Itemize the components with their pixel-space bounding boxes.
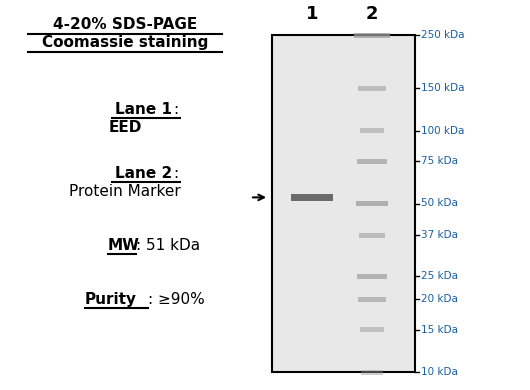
Text: 1: 1 (306, 5, 319, 23)
Text: Protein Marker: Protein Marker (69, 184, 181, 199)
Text: Purity: Purity (85, 292, 137, 307)
Text: :: : (173, 102, 178, 117)
Text: 50 kDa: 50 kDa (421, 199, 458, 209)
Bar (359, 232, 385, 238)
Bar (358, 86, 386, 91)
Text: :: : (173, 166, 178, 181)
Text: 37 kDa: 37 kDa (421, 230, 458, 240)
Bar (357, 273, 387, 278)
Bar (358, 297, 386, 302)
Bar (360, 327, 384, 332)
Text: 20 kDa: 20 kDa (421, 294, 458, 305)
Text: 25 kDa: 25 kDa (421, 271, 458, 281)
Bar (356, 201, 388, 206)
Text: 2: 2 (366, 5, 378, 23)
Bar (361, 369, 383, 374)
Text: 150 kDa: 150 kDa (421, 83, 464, 94)
Bar (272, 35, 415, 372)
Bar (290, 194, 333, 201)
Bar (357, 159, 387, 163)
Bar (360, 128, 384, 133)
Text: MW: MW (108, 238, 140, 253)
Text: 10 kDa: 10 kDa (421, 367, 458, 377)
Text: 100 kDa: 100 kDa (421, 126, 464, 136)
Text: 15 kDa: 15 kDa (421, 324, 458, 335)
Text: EED: EED (108, 120, 142, 135)
Text: 75 kDa: 75 kDa (421, 156, 458, 166)
Text: Lane 2: Lane 2 (115, 166, 172, 181)
Text: 4-20% SDS-PAGE: 4-20% SDS-PAGE (53, 17, 197, 32)
Text: Coomassie staining: Coomassie staining (42, 35, 208, 50)
Text: : 51 kDa: : 51 kDa (136, 238, 200, 253)
Text: : ≥90%: : ≥90% (148, 292, 205, 307)
Text: Lane 1: Lane 1 (115, 102, 172, 117)
Bar (354, 32, 390, 37)
Text: 250 kDa: 250 kDa (421, 30, 464, 40)
